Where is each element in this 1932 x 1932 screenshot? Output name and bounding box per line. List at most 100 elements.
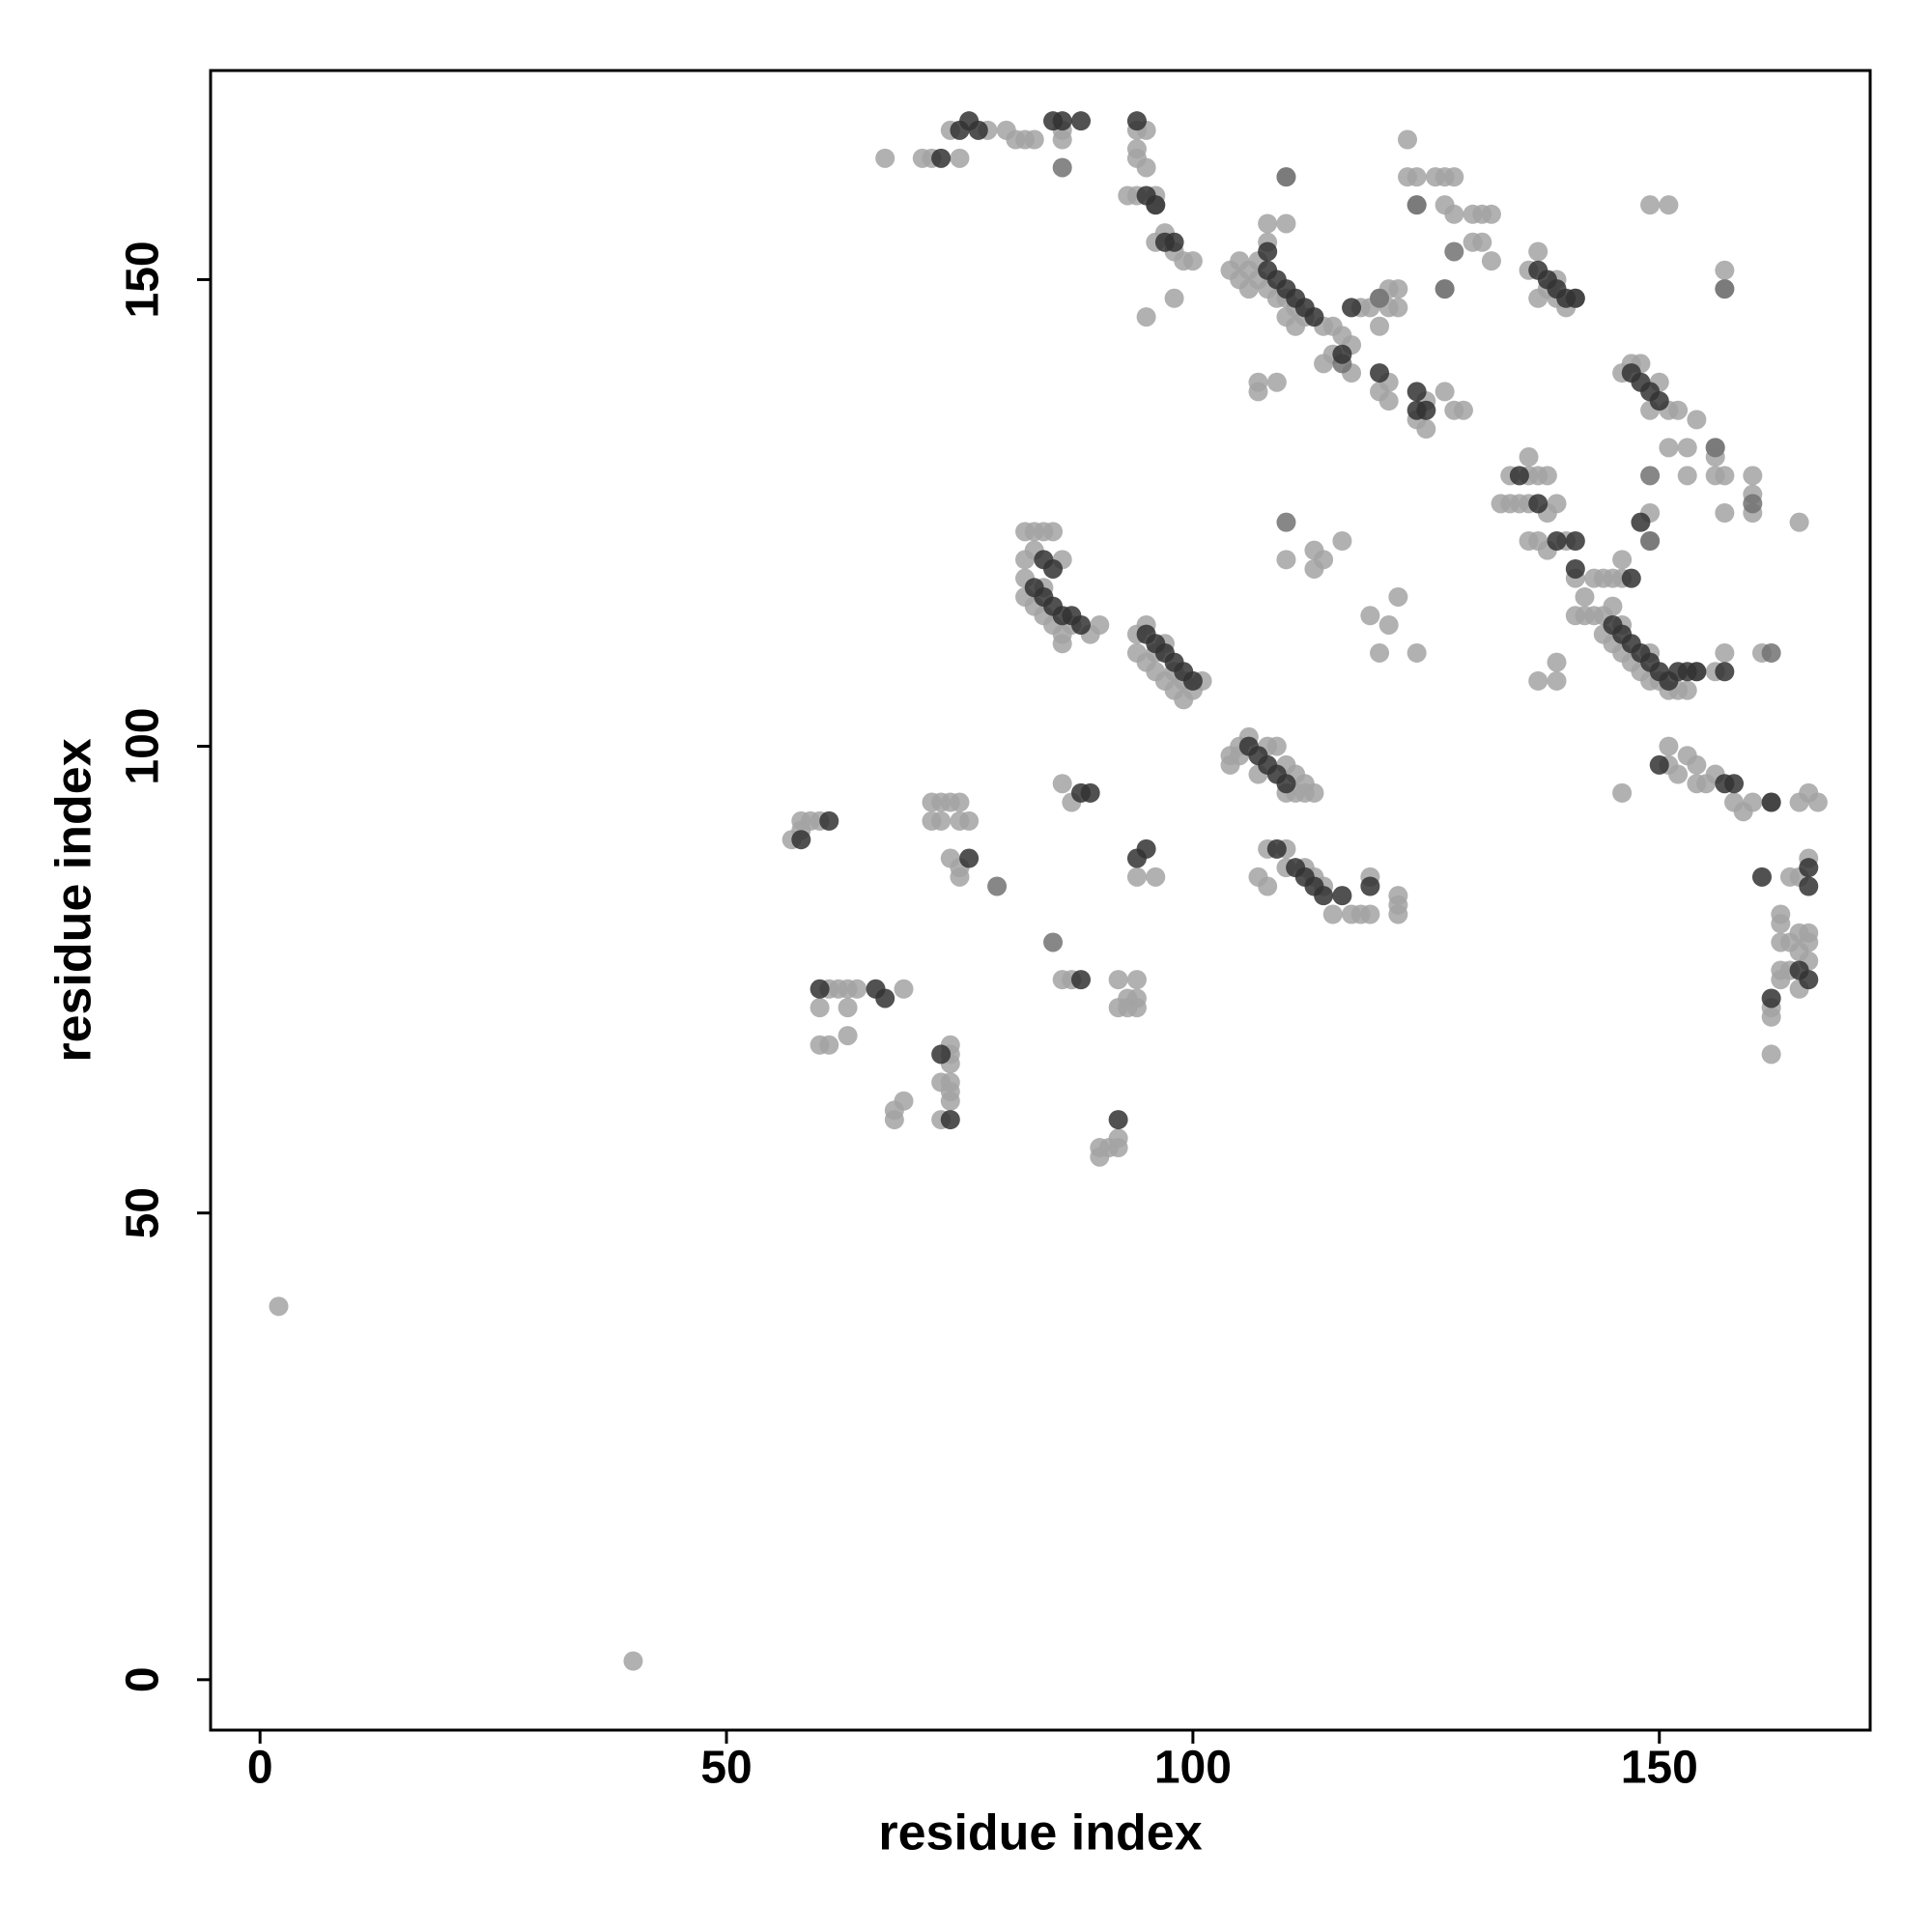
point [1575,586,1595,607]
point [810,998,830,1018]
point [875,148,895,168]
point [1043,932,1064,952]
point [1276,512,1296,532]
point [1126,867,1147,887]
point [1677,466,1697,486]
point [1481,204,1501,224]
point [1024,129,1044,150]
point [1472,232,1492,252]
point [1761,1007,1781,1027]
point [1715,503,1735,524]
point [1799,876,1819,896]
point [1276,213,1296,234]
point [1052,774,1072,794]
point [1378,391,1399,412]
point [269,1296,289,1317]
point [1388,904,1408,924]
point [1668,400,1689,420]
point [1528,670,1548,691]
point [1416,400,1436,420]
point [1677,680,1697,700]
point [1547,530,1567,551]
point [1388,586,1408,607]
point [1126,988,1147,1009]
point [1276,774,1296,794]
point [1126,848,1147,868]
point [1052,157,1072,178]
point [1378,614,1399,635]
y-tick-label: 100 [118,708,169,785]
point [1761,1044,1781,1065]
point [1807,792,1828,812]
point [1108,970,1128,990]
point [959,810,980,831]
point [1406,642,1427,663]
point [1164,288,1184,308]
point [1398,129,1418,150]
x-axis-title: residue index [878,1805,1202,1861]
point [931,148,952,168]
point [1743,494,1763,514]
point [1640,466,1661,486]
point [1640,195,1661,215]
point [1052,111,1072,131]
point [1370,642,1390,663]
point [1276,550,1296,570]
point [1136,307,1156,327]
point [875,988,895,1009]
point [1182,670,1203,691]
point [838,998,858,1018]
point [623,1651,643,1671]
point [1071,614,1092,635]
point [1547,494,1567,514]
x-tick-label: 100 [1154,1743,1232,1794]
point [1761,792,1781,812]
point [1043,522,1064,542]
point [1743,466,1763,486]
point [1043,558,1064,579]
y-tick-label: 0 [118,1666,169,1692]
point [940,1091,960,1111]
x-tick-label: 150 [1621,1743,1698,1794]
point [1416,419,1436,440]
point [1332,886,1352,906]
point [1724,774,1745,794]
point [1659,438,1679,458]
point [1108,1128,1128,1149]
point [1090,614,1110,635]
x-tick-label: 50 [700,1743,752,1794]
point [931,810,952,831]
point [1799,932,1819,952]
point [1743,792,1763,812]
point [1370,316,1390,336]
point [1360,606,1380,626]
y-tick-label: 50 [118,1187,169,1238]
point [931,1044,952,1065]
point [1640,530,1661,551]
point [1370,288,1390,308]
points [269,111,1828,1671]
point [1687,754,1707,775]
point [1761,642,1781,663]
point [1668,764,1689,784]
point [968,120,988,140]
point [1771,914,1791,934]
point [950,120,970,140]
point [1342,298,1362,318]
point [1659,736,1679,756]
point [1528,288,1548,308]
point [1715,466,1735,486]
point [1182,251,1203,271]
point [1649,391,1669,412]
point [1481,251,1501,271]
point [1108,1110,1128,1130]
point [1258,213,1278,234]
point [1547,652,1567,672]
x-tick-label: 0 [247,1743,273,1794]
point [1314,550,1334,570]
y-axis-title: residue index [46,738,102,1062]
point [1603,596,1623,616]
point [1715,662,1735,682]
point [1258,242,1278,262]
point [791,830,811,850]
